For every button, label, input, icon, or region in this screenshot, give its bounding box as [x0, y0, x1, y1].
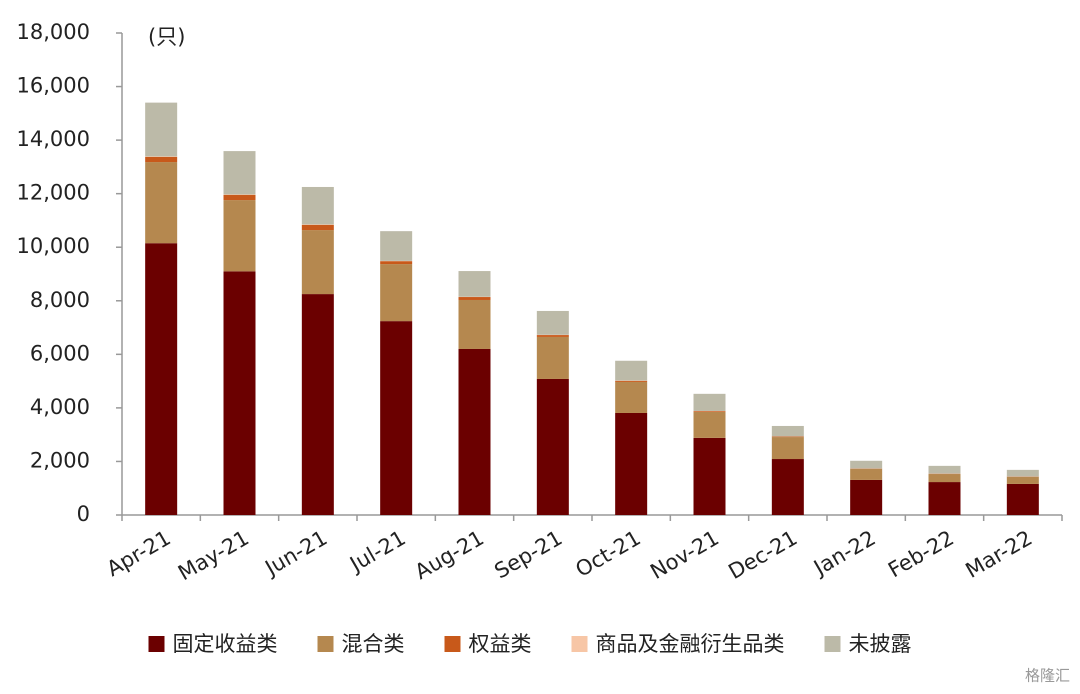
bar-segment	[301, 224, 334, 231]
bar-segment	[145, 162, 178, 244]
bar-segment	[223, 195, 256, 201]
bar-segment	[458, 271, 491, 297]
bar-segment	[145, 102, 178, 157]
y-tick-label: 14,000	[17, 127, 90, 151]
bar-segment	[693, 411, 726, 438]
bar-segment	[536, 310, 569, 335]
x-tick-label: Nov-21	[646, 526, 723, 584]
legend-swatch	[824, 636, 841, 652]
legend-swatch	[317, 636, 334, 652]
bar-segment	[693, 411, 726, 412]
bar-segment	[301, 230, 334, 295]
bar-segment	[615, 412, 648, 515]
bar-segment	[458, 297, 491, 300]
y-tick-label: 0	[77, 502, 90, 526]
y-tick-label: 16,000	[17, 74, 90, 98]
x-tick-label: May-21	[174, 526, 253, 585]
bar-segment	[301, 186, 334, 225]
unit-label: (只)	[148, 25, 185, 49]
bar-segment	[1006, 483, 1039, 515]
bar-segment	[615, 380, 648, 382]
x-tick-label: Aug-21	[411, 526, 488, 584]
y-tick-label: 2,000	[30, 448, 90, 472]
bar-segment	[536, 378, 569, 515]
bar-segment	[145, 243, 178, 515]
watermark: 格隆汇	[1025, 667, 1070, 685]
legend-label: 固定收益类	[173, 632, 278, 656]
y-tick-label: 18,000	[17, 20, 90, 44]
legend-swatch	[571, 636, 588, 652]
y-tick-label: 4,000	[30, 395, 90, 419]
legend-label: 混合类	[342, 632, 405, 656]
bar-segment	[615, 381, 648, 413]
bar-segment	[223, 200, 256, 272]
bar-segment	[458, 299, 491, 349]
bar-segment	[928, 474, 961, 483]
bar-segment	[380, 231, 413, 261]
x-tick-label: Feb-22	[884, 526, 958, 583]
bar-segment	[145, 156, 178, 157]
bar-segment	[771, 425, 804, 437]
bar-segment	[850, 479, 883, 515]
x-tick-label: Sep-21	[490, 526, 566, 584]
bar-segment	[380, 261, 413, 265]
bar-segment	[771, 437, 804, 460]
bar-segment	[693, 393, 726, 411]
bar-segment	[1006, 469, 1039, 477]
bar-segment	[771, 459, 804, 515]
bar-segment	[301, 224, 334, 225]
bar-segment	[380, 264, 413, 322]
x-tick-label: Mar-22	[961, 526, 1036, 583]
legend-swatch	[148, 636, 165, 652]
y-tick-label: 6,000	[30, 341, 90, 365]
bar-segment	[536, 335, 569, 337]
bar-segment	[928, 482, 961, 515]
x-tick-label: Jul-21	[344, 526, 409, 578]
bar-segment	[850, 460, 883, 469]
x-tick-label: Apr-21	[103, 526, 175, 581]
bar-segment	[458, 348, 491, 515]
legend-label: 权益类	[469, 632, 532, 656]
bar-segment	[145, 156, 178, 163]
bar-segment	[693, 437, 726, 515]
bar-segment	[536, 336, 569, 379]
bar-segment	[1006, 476, 1039, 484]
bar-segment	[223, 194, 256, 196]
bar-segment	[928, 465, 961, 474]
y-tick-label: 8,000	[30, 288, 90, 312]
legend-swatch	[444, 636, 461, 652]
bar-segment	[223, 151, 256, 195]
y-tick-label: 10,000	[17, 234, 90, 258]
bar-segment	[380, 321, 413, 515]
x-tick-label: Oct-21	[572, 526, 645, 582]
legend-label: 商品及金融衍生品类	[596, 632, 785, 656]
y-tick-label: 12,000	[17, 181, 90, 205]
x-tick-label: Dec-21	[724, 526, 801, 584]
bar-segment	[771, 436, 804, 438]
bar-segment	[301, 294, 334, 515]
bar-segment	[615, 360, 648, 381]
bar-segment	[850, 468, 883, 480]
x-tick-label: Jun-21	[259, 526, 331, 581]
bar-segment	[223, 271, 256, 515]
x-tick-label: Jan-22	[808, 526, 879, 581]
legend-label: 未披露	[849, 632, 912, 656]
